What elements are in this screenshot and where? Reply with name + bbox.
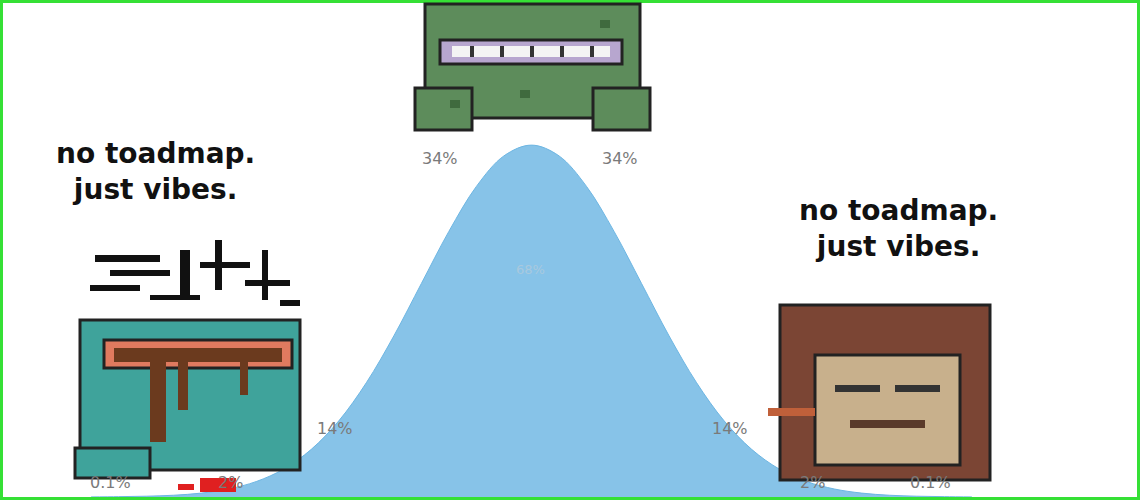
svg-text:0.1%: 0.1% — [90, 473, 131, 492]
svg-text:34%: 34% — [422, 149, 458, 168]
svg-text:14%: 14% — [712, 419, 748, 438]
svg-text:68%: 68% — [516, 262, 545, 277]
svg-text:no toadmap.just vibes.: no toadmap.just vibes. — [799, 194, 998, 263]
svg-text:34%: 34% — [602, 149, 638, 168]
svg-text:no toadmap.just vibes.: no toadmap.just vibes. — [56, 137, 255, 206]
svg-text:2%: 2% — [218, 473, 243, 492]
svg-text:2%: 2% — [800, 473, 825, 492]
svg-text:0.1%: 0.1% — [910, 473, 951, 492]
svg-text:14%: 14% — [317, 419, 353, 438]
